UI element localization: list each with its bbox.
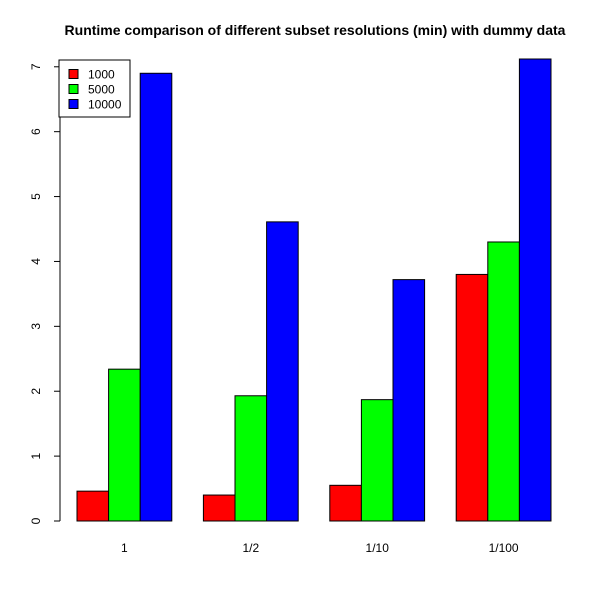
legend-swatch <box>68 69 79 79</box>
bar-1-5000 <box>108 368 141 522</box>
bar-1-2-1000 <box>202 494 236 522</box>
y-tick-label: 1 <box>29 452 43 459</box>
y-tick-label: 3 <box>29 323 43 330</box>
bar-1-1000 <box>76 490 110 522</box>
y-tick-label: 0 <box>29 517 43 524</box>
bar-1-10-1000 <box>329 484 362 522</box>
y-tick-label: 6 <box>29 128 43 135</box>
y-tick-label: 2 <box>29 388 43 395</box>
bar-1-100-5000 <box>487 241 520 522</box>
bar-1-2-10000 <box>266 221 299 522</box>
x-tick-label: 1 <box>121 541 128 555</box>
x-tick-label: 1/2 <box>242 541 259 555</box>
y-tick-label: 4 <box>29 258 43 265</box>
bar-1-100-1000 <box>455 273 489 522</box>
y-axis: 0 1 2 3 4 5 6 7 <box>29 63 61 524</box>
bars <box>76 58 552 522</box>
y-tick-label: 5 <box>29 193 43 200</box>
legend-label: 5000 <box>88 83 115 97</box>
x-axis: 1 1/2 1/10 1/100 <box>121 541 519 555</box>
legend-swatch <box>68 84 79 94</box>
bar-1-2-5000 <box>234 395 268 522</box>
bar-1-10-10000 <box>392 279 426 522</box>
x-tick-label: 1/100 <box>489 541 519 555</box>
legend-label: 10000 <box>88 98 122 112</box>
bar-1-10-5000 <box>360 399 394 522</box>
legend-label: 1000 <box>88 68 115 82</box>
bar-1-100-10000 <box>518 58 552 522</box>
bar-1-10000 <box>139 72 173 522</box>
legend-swatch <box>68 99 79 109</box>
x-tick-label: 1/10 <box>366 541 390 555</box>
chart-title: Runtime comparison of different subset r… <box>65 22 566 38</box>
y-tick-label: 7 <box>29 63 43 70</box>
